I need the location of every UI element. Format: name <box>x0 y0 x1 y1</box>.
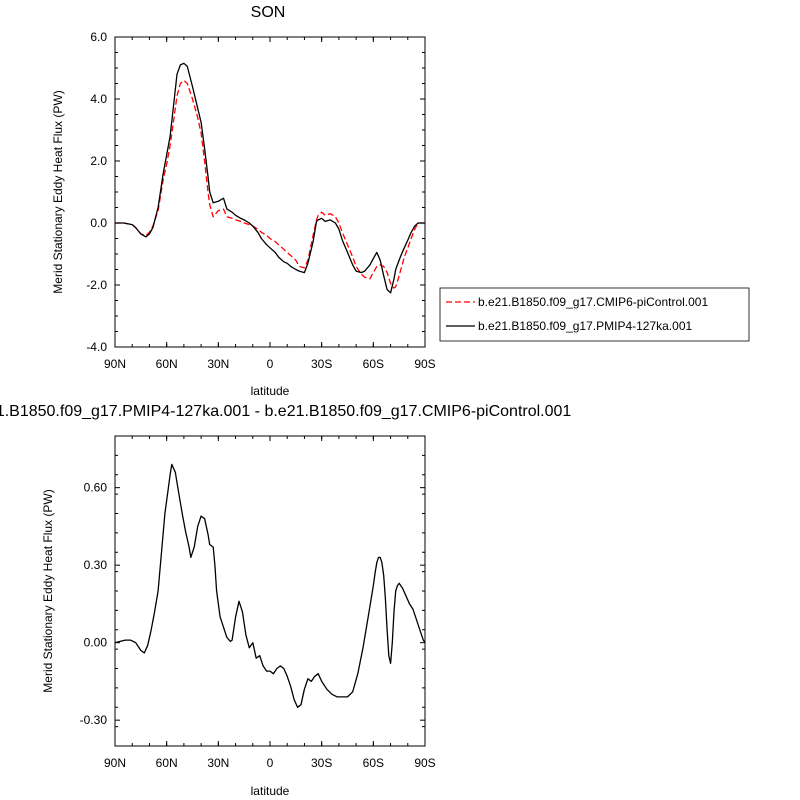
chart-title-bottom: b.e21.B1850.f09_g17.PMIP4-127ka.001 - b.… <box>0 403 571 420</box>
legend: b.e21.B1850.f09_g17.CMIP6-piControl.001 … <box>439 287 750 342</box>
x-tick-label: 30N <box>207 756 229 770</box>
x-tick-label: 30S <box>311 357 332 371</box>
series-lines-bottom <box>114 463 426 708</box>
series-line-1-2 <box>115 62 425 294</box>
x-tick-label: 90S <box>414 357 435 371</box>
legend-label-control: b.e21.B1850.f09_g17.CMIP6-piControl.001 <box>478 295 708 309</box>
y-axis-top: -4.0 -2.0 0.0 2.0 4.0 6.0 <box>86 30 425 354</box>
y-tick-label: -4.0 <box>86 340 107 354</box>
x-axis-bottom: 90N 60N 30N 0 30S 60S 90S <box>104 436 436 770</box>
x-tick-label: 0 <box>267 357 274 371</box>
x-axis-label-top: latitude <box>251 384 290 398</box>
series-line-1-1 <box>115 79 425 289</box>
y-tick-label: 4.0 <box>90 92 107 106</box>
plot-frame-bottom <box>114 435 426 747</box>
x-tick-label: 0 <box>267 756 274 770</box>
x-tick-label: 90N <box>104 357 126 371</box>
x-axis-top: 90N 60N 30N 0 30S 60S 90S <box>104 37 436 371</box>
y-axis-label-top: Merid Stationary Eddy Heat Flux (PW) <box>51 90 65 293</box>
y-tick-label: 0.60 <box>84 481 108 495</box>
x-tick-label: 60N <box>156 756 178 770</box>
series-lines-top <box>115 62 425 294</box>
x-axis-label-bottom: latitude <box>251 784 290 798</box>
y-tick-label: -0.30 <box>80 713 108 727</box>
y-axis-label-bottom: Merid Stationary Eddy Heat Flux (PW) <box>41 489 55 692</box>
x-tick-label: 30S <box>311 756 332 770</box>
x-tick-label: 60N <box>156 357 178 371</box>
y-tick-label: 6.0 <box>90 30 107 44</box>
x-tick-label: 30N <box>207 357 229 371</box>
series-line-2-1 <box>114 463 426 708</box>
y-tick-label: 2.0 <box>90 154 107 168</box>
x-tick-label: 90N <box>104 756 126 770</box>
x-tick-label: 60S <box>363 357 384 371</box>
x-tick-label: 60S <box>363 756 384 770</box>
y-tick-label: 0.00 <box>84 636 108 650</box>
chart-panel-top: SON -4.0 -2.0 0.0 2.0 4.0 6.0 90N 60N 30N 0 30S 60… <box>51 4 750 398</box>
y-tick-label: 0.30 <box>84 558 108 572</box>
y-tick-label: 0.0 <box>90 216 107 230</box>
legend-label-127ka: b.e21.B1850.f09_g17.PMIP4-127ka.001 <box>478 319 692 333</box>
legend-box <box>439 287 750 342</box>
chart-title-top: SON <box>251 4 286 21</box>
chart-panel-bottom: b.e21.B1850.f09_g17.PMIP4-127ka.001 - b.… <box>0 403 571 798</box>
x-tick-label: 90S <box>414 756 435 770</box>
y-axis-bottom: -0.30 0.00 0.30 0.60 <box>80 435 425 747</box>
y-tick-label: -2.0 <box>86 278 107 292</box>
